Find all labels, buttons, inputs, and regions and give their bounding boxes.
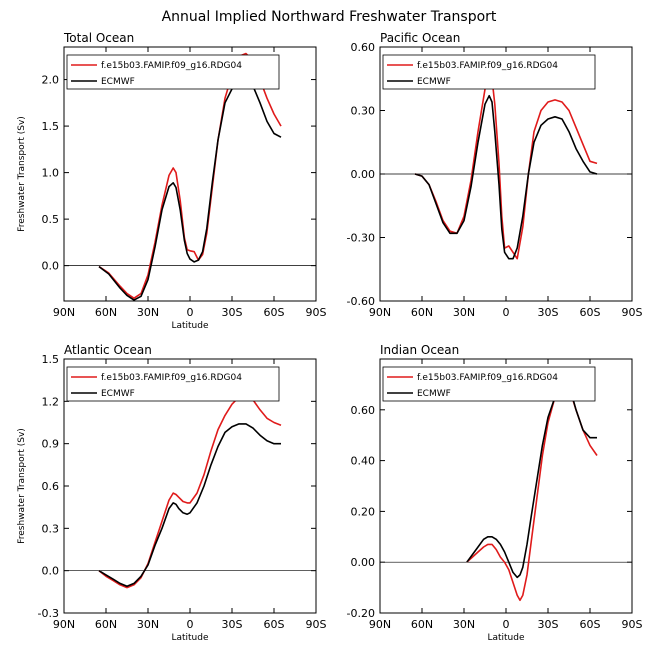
series-line-model: [414, 73, 598, 260]
legend-label: f.e15b03.FAMIP.f09_g16.RDG04: [101, 61, 242, 71]
series-line-model: [98, 52, 282, 300]
legend-box: [382, 366, 596, 402]
legend-label: ECMWF: [101, 77, 135, 87]
panel-title: Indian Ocean: [380, 343, 459, 357]
x-tick-label: 90S: [622, 306, 643, 319]
x-tick-label: 90N: [369, 306, 391, 319]
x-tick-label: 30N: [453, 306, 475, 319]
x-tick-label: 0: [503, 618, 510, 631]
x-tick-label: 30S: [538, 306, 559, 319]
y-tick-label: 0.60: [351, 41, 376, 54]
panel-title: Pacific Ocean: [380, 31, 460, 45]
y-tick-label: 0.00: [351, 556, 376, 569]
panel-title: Total Ocean: [63, 31, 134, 45]
panel-pacific-ocean: Pacific Ocean -0.60 -0.30 0.00 0.30 0.60 90N 6…: [347, 31, 643, 319]
y-tick-label: 0.00: [351, 168, 376, 181]
plot-frame: [379, 46, 633, 302]
legend-label: f.e15b03.FAMIP.f09_g16.RDG04: [417, 373, 558, 383]
x-tick-label: 60N: [95, 306, 117, 319]
legend-label: ECMWF: [101, 389, 135, 399]
y-tick-label: -0.30: [347, 232, 375, 245]
y-tick-label: 2.0: [42, 74, 60, 87]
x-tick-label: 0: [187, 306, 194, 319]
x-tick-label: 30N: [453, 618, 475, 631]
y-tick-label: 0.6: [42, 480, 60, 493]
x-axis-label: Latitude: [487, 633, 525, 643]
legend-box: [382, 54, 596, 90]
y-tick-label: 0.60: [351, 404, 376, 417]
series-line-ecmwf: [98, 77, 282, 301]
panel-total-ocean: Total Ocean 0.0 0.5 1.0 1.5 2.0 90N 60N 30N 0 30S…: [17, 31, 327, 331]
y-tick-label: 0.0: [42, 565, 60, 578]
x-tick-label: 90N: [53, 618, 75, 631]
x-axis-label: Latitude: [171, 321, 209, 331]
legend-label: ECMWF: [417, 389, 451, 399]
y-axis-label: Freshwater Transport (Sv): [17, 428, 27, 544]
y-tick-label: 0.5: [42, 213, 60, 226]
y-tick-label: 0.40: [351, 455, 376, 468]
x-tick-label: 90S: [622, 618, 643, 631]
y-tick-label: 0.3: [42, 522, 60, 535]
x-tick-label: 60S: [264, 306, 285, 319]
series-line-ecmwf: [466, 383, 597, 579]
x-tick-label: 90S: [306, 618, 327, 631]
y-tick-label: 0.30: [351, 105, 376, 118]
x-tick-label: 90N: [369, 618, 391, 631]
x-tick-label: 90N: [53, 306, 75, 319]
plot-frame: [63, 46, 317, 302]
y-tick-label: 0.0: [42, 260, 60, 273]
y-tick-label: 0.20: [351, 505, 376, 518]
series-line-ecmwf: [98, 423, 281, 588]
series-line-ecmwf: [414, 94, 598, 260]
y-tick-label: 1.0: [42, 167, 60, 180]
legend-label: f.e15b03.FAMIP.f09_g16.RDG04: [101, 373, 242, 383]
x-tick-label: 30S: [222, 306, 243, 319]
y-tick-label: 0.9: [42, 438, 60, 451]
legend-label: f.e15b03.FAMIP.f09_g16.RDG04: [417, 61, 558, 71]
figure-title: Annual Implied Northward Freshwater Tran…: [162, 9, 497, 25]
series-line-model: [466, 386, 598, 602]
panel-indian-ocean: Indian Ocean -0.20 0.00 0.20 0.40 0.60 90N 60N…: [347, 343, 643, 643]
y-tick-label: -0.3: [38, 607, 59, 620]
x-tick-label: 60S: [580, 618, 601, 631]
panel-title: Atlantic Ocean: [64, 343, 152, 357]
y-tick-label: -0.60: [347, 295, 375, 308]
x-tick-label: 60S: [580, 306, 601, 319]
x-axis-label: Latitude: [171, 633, 209, 643]
x-tick-label: 0: [187, 618, 194, 631]
plot-frame: [379, 358, 633, 614]
x-tick-label: 30N: [137, 306, 159, 319]
x-tick-label: 0: [503, 306, 510, 319]
x-tick-label: 60N: [411, 306, 433, 319]
x-tick-label: 90S: [306, 306, 327, 319]
legend-box: [66, 366, 280, 402]
legend-label: ECMWF: [417, 77, 451, 87]
y-tick-label: 1.5: [42, 120, 60, 133]
series-line-model: [98, 394, 282, 589]
y-tick-label: 1.2: [42, 395, 60, 408]
panel-atlantic-ocean: Atlantic Ocean -0.3 0.0 0.3 0.6 0.9 1.2 1.5 90N…: [17, 343, 327, 643]
x-tick-label: 30S: [222, 618, 243, 631]
y-tick-label: 1.5: [42, 353, 60, 366]
legend-box: [66, 54, 280, 90]
y-axis-label: Freshwater Transport (Sv): [17, 116, 27, 232]
x-tick-label: 30N: [137, 618, 159, 631]
x-tick-label: 60N: [411, 618, 433, 631]
x-tick-label: 60S: [264, 618, 285, 631]
x-tick-label: 30S: [538, 618, 559, 631]
y-tick-label: -0.20: [347, 607, 375, 620]
plot-frame: [63, 358, 317, 614]
x-tick-label: 60N: [95, 618, 117, 631]
